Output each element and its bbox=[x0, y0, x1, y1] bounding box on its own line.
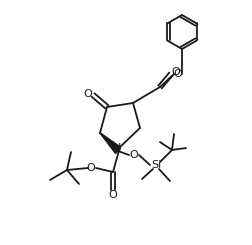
Text: O: O bbox=[171, 67, 180, 77]
Text: N: N bbox=[112, 143, 121, 153]
Text: O: O bbox=[108, 190, 117, 200]
Text: O: O bbox=[173, 69, 182, 79]
Text: O: O bbox=[83, 89, 92, 99]
Text: O: O bbox=[129, 150, 138, 160]
Polygon shape bbox=[100, 133, 120, 153]
Text: O: O bbox=[86, 163, 95, 173]
Text: Si: Si bbox=[150, 160, 161, 170]
